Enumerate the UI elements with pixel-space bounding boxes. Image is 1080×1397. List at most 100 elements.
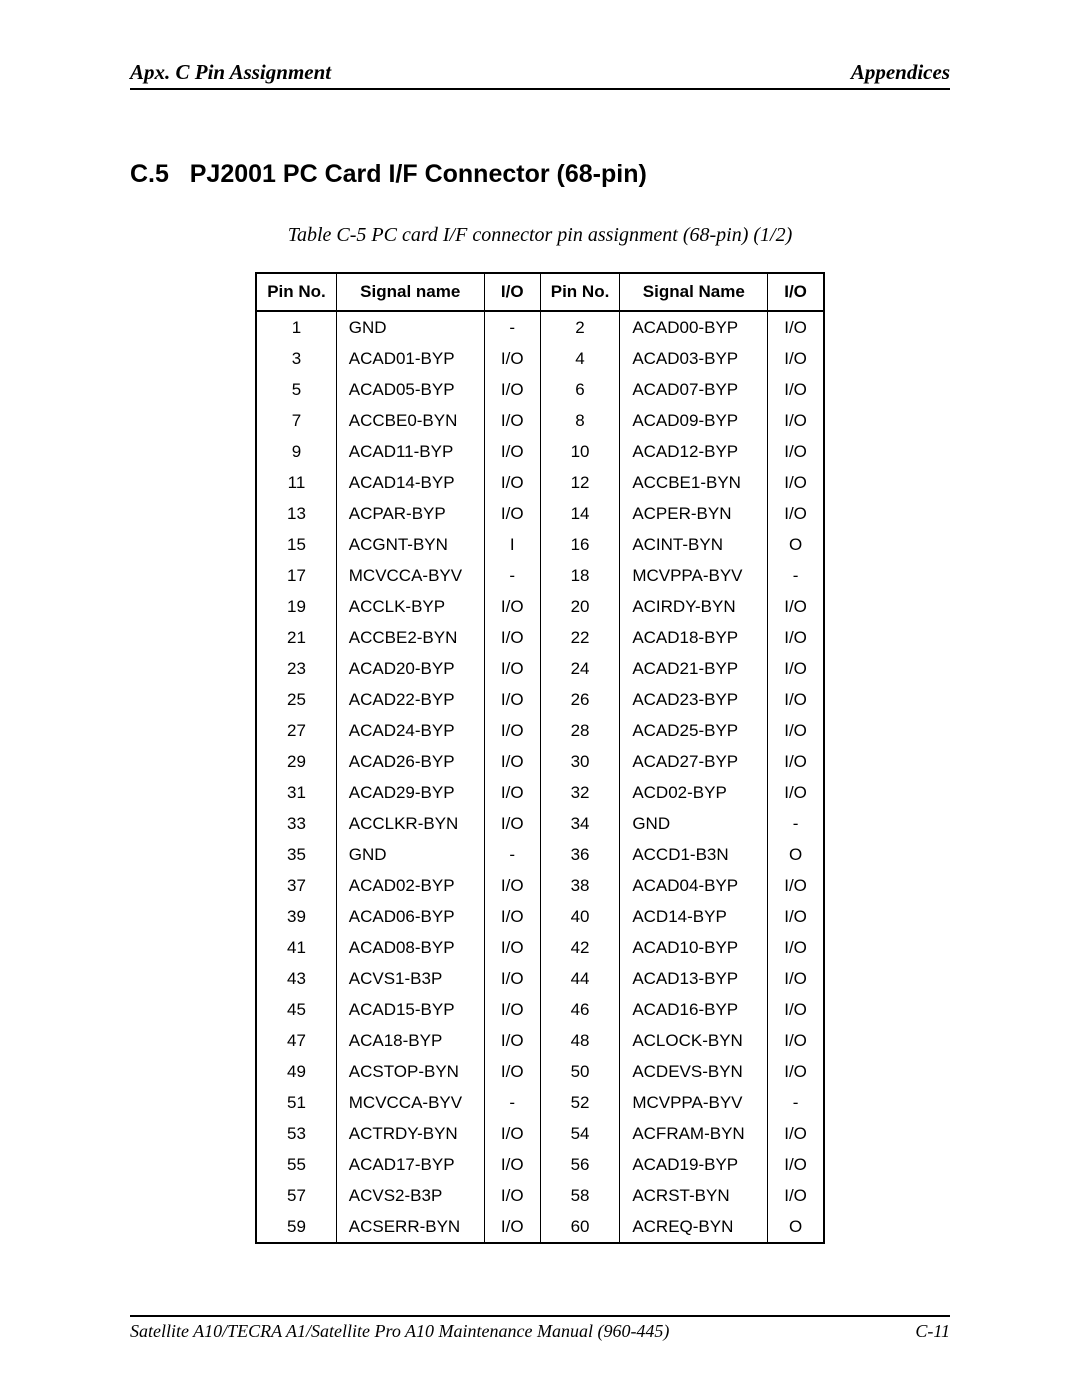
table-cell: - bbox=[768, 808, 824, 839]
table-cell: 9 bbox=[256, 436, 336, 467]
table-cell: ACAD02-BYP bbox=[336, 870, 484, 901]
table-row: 37ACAD02-BYPI/O38ACAD04-BYPI/O bbox=[256, 870, 824, 901]
table-cell: I/O bbox=[484, 994, 540, 1025]
col-header-pin1: Pin No. bbox=[256, 273, 336, 311]
table-cell: I/O bbox=[484, 622, 540, 653]
table-cell: I/O bbox=[768, 1180, 824, 1211]
table-cell: I/O bbox=[484, 808, 540, 839]
table-row: 31ACAD29-BYPI/O32ACD02-BYPI/O bbox=[256, 777, 824, 808]
table-cell: ACD02-BYP bbox=[620, 777, 768, 808]
table-cell: MCVPPA-BYV bbox=[620, 1087, 768, 1118]
table-cell: 59 bbox=[256, 1211, 336, 1243]
table-cell: 14 bbox=[540, 498, 620, 529]
table-cell: 11 bbox=[256, 467, 336, 498]
table-row: 11ACAD14-BYPI/O12ACCBE1-BYNI/O bbox=[256, 467, 824, 498]
table-cell: I/O bbox=[768, 622, 824, 653]
table-row: 7ACCBE0-BYNI/O8ACAD09-BYPI/O bbox=[256, 405, 824, 436]
table-cell: ACLOCK-BYN bbox=[620, 1025, 768, 1056]
table-cell: 6 bbox=[540, 374, 620, 405]
table-row: 41ACAD08-BYPI/O42ACAD10-BYPI/O bbox=[256, 932, 824, 963]
table-cell: I/O bbox=[484, 498, 540, 529]
col-header-io2: I/O bbox=[768, 273, 824, 311]
table-cell: 52 bbox=[540, 1087, 620, 1118]
table-cell: 46 bbox=[540, 994, 620, 1025]
table-cell: I/O bbox=[768, 870, 824, 901]
table-cell: 20 bbox=[540, 591, 620, 622]
table-cell: ACAD06-BYP bbox=[336, 901, 484, 932]
table-cell: I/O bbox=[484, 374, 540, 405]
table-cell: I/O bbox=[768, 498, 824, 529]
table-cell: ACVS1-B3P bbox=[336, 963, 484, 994]
table-cell: ACCBE1-BYN bbox=[620, 467, 768, 498]
table-cell: ACAD16-BYP bbox=[620, 994, 768, 1025]
col-header-pin2: Pin No. bbox=[540, 273, 620, 311]
table-cell: GND bbox=[336, 839, 484, 870]
table-cell: 48 bbox=[540, 1025, 620, 1056]
table-cell: 49 bbox=[256, 1056, 336, 1087]
table-cell: I/O bbox=[484, 436, 540, 467]
table-cell: ACAD29-BYP bbox=[336, 777, 484, 808]
table-cell: ACCLK-BYP bbox=[336, 591, 484, 622]
table-cell: 29 bbox=[256, 746, 336, 777]
table-cell: I/O bbox=[768, 746, 824, 777]
table-cell: 7 bbox=[256, 405, 336, 436]
table-row: 35GND-36ACCD1-B3NO bbox=[256, 839, 824, 870]
page-footer: Satellite A10/TECRA A1/Satellite Pro A10… bbox=[130, 1315, 950, 1342]
table-cell: 8 bbox=[540, 405, 620, 436]
table-cell: ACA18-BYP bbox=[336, 1025, 484, 1056]
table-cell: I/O bbox=[484, 591, 540, 622]
table-cell: I/O bbox=[484, 870, 540, 901]
table-cell: ACREQ-BYN bbox=[620, 1211, 768, 1243]
table-cell: O bbox=[768, 529, 824, 560]
table-cell: 55 bbox=[256, 1149, 336, 1180]
table-cell: MCVPPA-BYV bbox=[620, 560, 768, 591]
table-row: 55ACAD17-BYPI/O56ACAD19-BYPI/O bbox=[256, 1149, 824, 1180]
table-cell: 32 bbox=[540, 777, 620, 808]
table-cell: ACAD26-BYP bbox=[336, 746, 484, 777]
table-cell: ACAD08-BYP bbox=[336, 932, 484, 963]
table-cell: MCVCCA-BYV bbox=[336, 1087, 484, 1118]
table-cell: - bbox=[484, 311, 540, 343]
table-row: 19ACCLK-BYPI/O20ACIRDY-BYNI/O bbox=[256, 591, 824, 622]
table-cell: I/O bbox=[768, 901, 824, 932]
table-cell: I/O bbox=[484, 467, 540, 498]
table-cell: ACAD11-BYP bbox=[336, 436, 484, 467]
table-row: 57ACVS2-B3PI/O58ACRST-BYNI/O bbox=[256, 1180, 824, 1211]
table-cell: MCVCCA-BYV bbox=[336, 560, 484, 591]
col-header-signal1: Signal name bbox=[336, 273, 484, 311]
table-body: 1GND-2ACAD00-BYPI/O3ACAD01-BYPI/O4ACAD03… bbox=[256, 311, 824, 1243]
header-left: Apx. C Pin Assignment bbox=[130, 60, 331, 85]
table-cell: ACTRDY-BYN bbox=[336, 1118, 484, 1149]
table-header-row: Pin No. Signal name I/O Pin No. Signal N… bbox=[256, 273, 824, 311]
table-row: 33ACCLKR-BYNI/O34GND- bbox=[256, 808, 824, 839]
table-row: 5ACAD05-BYPI/O6ACAD07-BYPI/O bbox=[256, 374, 824, 405]
table-cell: ACAD12-BYP bbox=[620, 436, 768, 467]
table-cell: ACSERR-BYN bbox=[336, 1211, 484, 1243]
table-cell: 34 bbox=[540, 808, 620, 839]
table-cell: I/O bbox=[484, 684, 540, 715]
table-cell: I/O bbox=[484, 777, 540, 808]
table-cell: ACCLKR-BYN bbox=[336, 808, 484, 839]
table-row: 53ACTRDY-BYNI/O54ACFRAM-BYNI/O bbox=[256, 1118, 824, 1149]
table-cell: I/O bbox=[768, 932, 824, 963]
table-cell: 36 bbox=[540, 839, 620, 870]
table-cell: 30 bbox=[540, 746, 620, 777]
table-cell: ACFRAM-BYN bbox=[620, 1118, 768, 1149]
table-cell: 39 bbox=[256, 901, 336, 932]
table-row: 15ACGNT-BYNI16ACINT-BYNO bbox=[256, 529, 824, 560]
table-cell: I/O bbox=[484, 1211, 540, 1243]
table-cell: ACAD13-BYP bbox=[620, 963, 768, 994]
section-title-text: PJ2001 PC Card I/F Connector (68-pin) bbox=[190, 160, 647, 188]
page-header: Apx. C Pin Assignment Appendices bbox=[130, 60, 950, 90]
table-cell: 2 bbox=[540, 311, 620, 343]
table-cell: 1 bbox=[256, 311, 336, 343]
header-right: Appendices bbox=[851, 60, 950, 85]
table-cell: 5 bbox=[256, 374, 336, 405]
table-cell: ACPER-BYN bbox=[620, 498, 768, 529]
table-cell: 23 bbox=[256, 653, 336, 684]
table-cell: I/O bbox=[484, 1056, 540, 1087]
table-cell: I/O bbox=[768, 591, 824, 622]
table-cell: I/O bbox=[768, 715, 824, 746]
table-cell: 27 bbox=[256, 715, 336, 746]
table-row: 49ACSTOP-BYNI/O50ACDEVS-BYNI/O bbox=[256, 1056, 824, 1087]
